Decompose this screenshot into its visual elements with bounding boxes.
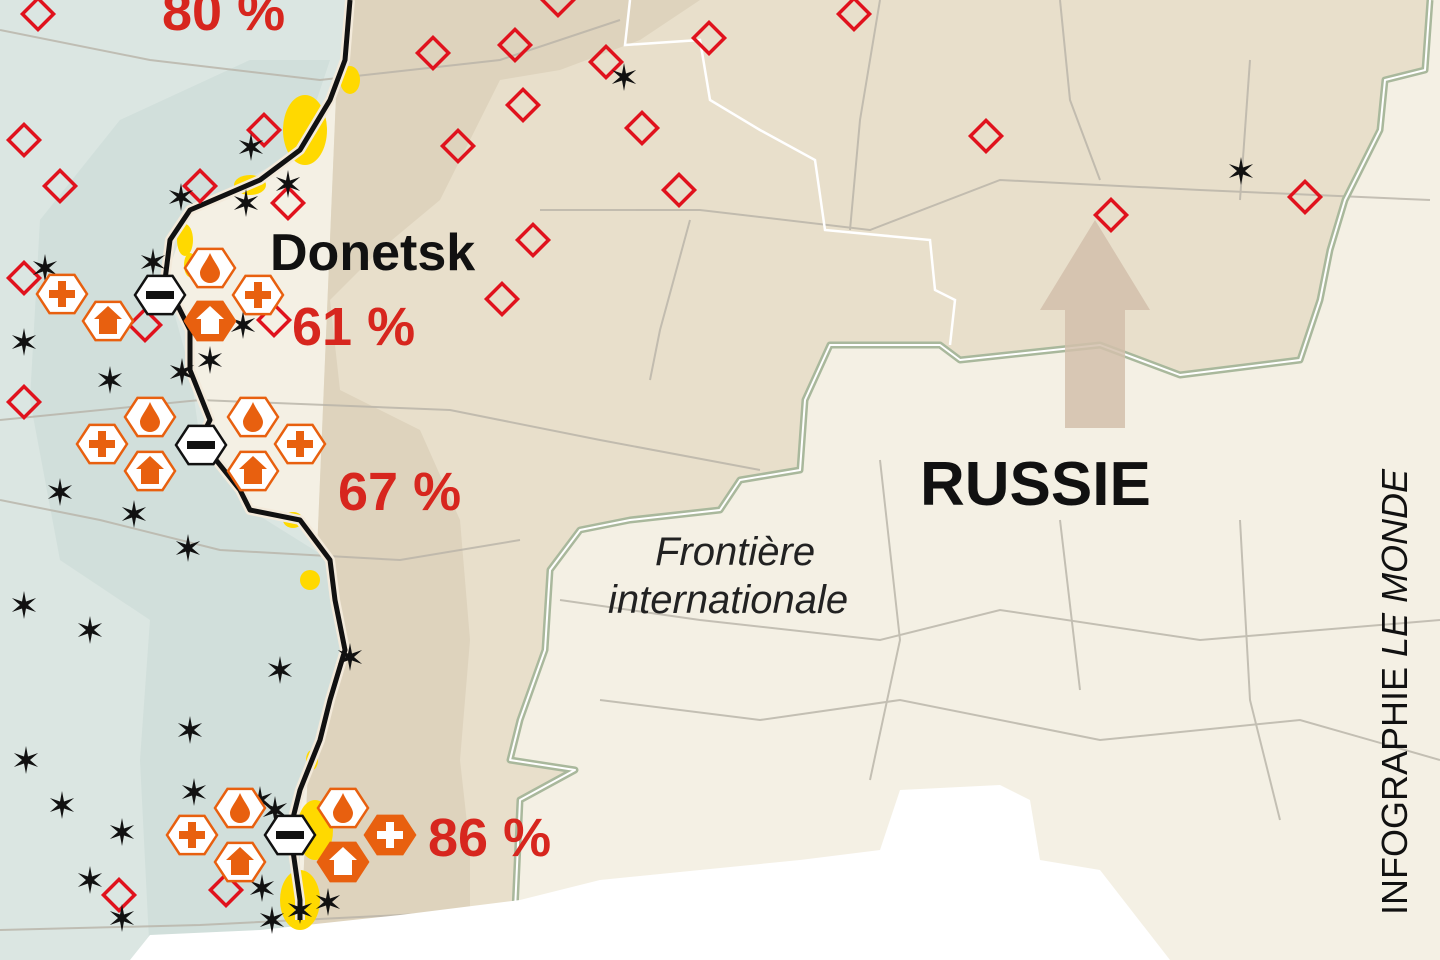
star-markers [11, 63, 1254, 934]
border-label-line1: Frontière [655, 530, 815, 574]
star-icon [109, 904, 135, 932]
diamond-icon [5, 259, 43, 297]
house-icon [183, 300, 237, 342]
star-icon [337, 643, 363, 671]
medical-cross-icon [75, 423, 129, 465]
house-icon [226, 450, 280, 492]
star-icon [121, 500, 147, 528]
diamond-icon [660, 171, 698, 209]
star-icon [287, 896, 313, 924]
star-icon [175, 534, 201, 562]
medical-cross-icon [273, 423, 327, 465]
sea-of-azov [130, 785, 1170, 960]
house-icon [123, 450, 177, 492]
star-icon [611, 63, 637, 91]
water-drop-icon [316, 787, 370, 829]
star-icon [11, 328, 37, 356]
minus-icon [133, 274, 187, 316]
hexagon-icons [35, 247, 417, 883]
diamond-icon [5, 121, 43, 159]
medical-cross-icon [231, 274, 285, 316]
water-drop-icon [183, 247, 237, 289]
diamond-icon [100, 876, 138, 914]
percent-label: 86 % [428, 808, 551, 868]
diamond-icon [623, 109, 661, 147]
diamond-icon [835, 0, 873, 33]
occupied-zone [300, 0, 1430, 960]
star-icon [177, 716, 203, 744]
star-icon [109, 818, 135, 846]
star-icon [262, 796, 288, 824]
star-icon [168, 183, 194, 211]
star-icon [11, 591, 37, 619]
credit: INFOGRAPHIE LE MONDE [1374, 468, 1415, 915]
diamond-icon [587, 43, 625, 81]
star-icon [233, 189, 259, 217]
medical-cross-icon [165, 814, 219, 856]
oblast-border [623, 0, 957, 346]
house-icon [213, 841, 267, 883]
star-icon [230, 311, 256, 339]
diamond-icon [967, 117, 1005, 155]
star-icon [249, 874, 275, 902]
star-icon [267, 656, 293, 684]
percent-label: 67 % [338, 462, 461, 522]
star-icon [32, 254, 58, 282]
diamond-icon [514, 221, 552, 259]
minus-icon [263, 814, 317, 856]
percent-label: 61 % [292, 297, 415, 357]
diamond-icon [1286, 178, 1324, 216]
occupied-band [300, 0, 700, 960]
star-icon [1228, 157, 1254, 185]
water-drop-icon [123, 396, 177, 438]
diamond-markers [5, 0, 1324, 914]
border-label-line2: internationale [608, 578, 848, 622]
star-icon [259, 906, 285, 934]
star-icon [238, 133, 264, 161]
star-icon [181, 778, 207, 806]
diamond-icon [5, 383, 43, 421]
diamond-icon [126, 306, 164, 344]
country-label-russia: RUSSIE [920, 450, 1151, 519]
diamond-icon [1092, 196, 1130, 234]
diamond-icon [439, 127, 477, 165]
water-drop-icon [226, 396, 280, 438]
diamond-icon [269, 184, 307, 222]
diamond-icon [245, 111, 283, 149]
star-icon [49, 791, 75, 819]
medical-cross-icon [363, 814, 417, 856]
star-icon [197, 346, 223, 374]
diamond-icon [690, 19, 728, 57]
star-icon [140, 248, 166, 276]
water-drop-icon [213, 787, 267, 829]
diamond-icon [19, 0, 57, 33]
diamond-icon [539, 0, 577, 19]
star-icon [47, 478, 73, 506]
diamond-icon [504, 86, 542, 124]
diamond-icon [41, 167, 79, 205]
fighting-buffer [30, 60, 345, 960]
house-icon [316, 841, 370, 883]
star-icon [97, 366, 123, 394]
medical-cross-icon [35, 273, 89, 315]
star-icon [77, 616, 103, 644]
star-icon [275, 170, 301, 198]
city-label-donetsk: Donetsk [270, 224, 475, 282]
star-icon [13, 746, 39, 774]
diamond-icon [483, 280, 521, 318]
diamond-icon [496, 26, 534, 64]
percent-label: 80 % [162, 0, 285, 42]
star-icon [315, 888, 341, 916]
diamond-icon [414, 34, 452, 72]
star-icon [169, 358, 195, 386]
arrow-up-icon [1040, 220, 1150, 428]
star-icon [77, 866, 103, 894]
diamond-icon [181, 167, 219, 205]
minus-icon [174, 424, 228, 466]
house-icon [81, 300, 135, 342]
